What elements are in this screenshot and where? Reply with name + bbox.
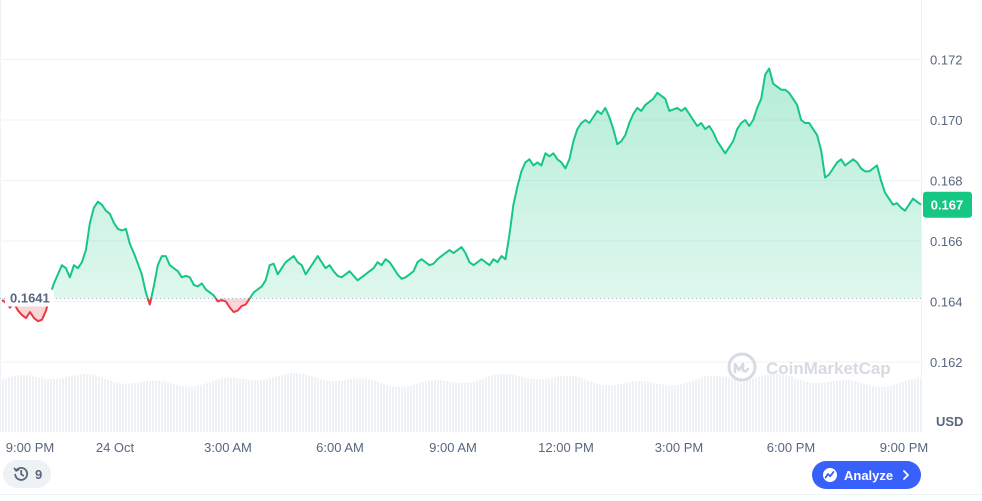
x-tick-label: 3:00 AM (204, 440, 252, 455)
y-tick-label: 0.170 (930, 113, 963, 128)
y-tick-label: 0.166 (930, 234, 963, 249)
x-tick-label: 3:00 PM (655, 440, 703, 455)
coinmarketcap-logo-icon (727, 352, 757, 382)
current-price-badge: 0.167 (923, 191, 972, 218)
left-border (0, 0, 1, 432)
x-tick-label: 9:00 PM (6, 440, 54, 455)
reference-price-label: 0.1641 (5, 289, 54, 307)
history-clock-icon (13, 466, 29, 481)
y-tick-label: 0.162 (930, 355, 963, 370)
analyze-label: Analyze (844, 467, 894, 483)
volume-bars (2, 373, 922, 432)
y-tick-label: 0.164 (930, 295, 963, 310)
chevron-right-icon (903, 470, 910, 480)
x-tick-label: 9:00 AM (429, 440, 477, 455)
right-border (921, 0, 922, 432)
y-axis: 0.172 0.170 0.168 0.166 0.164 0.162 (930, 53, 963, 371)
history-button[interactable]: 9 (3, 460, 51, 488)
x-tick-label: 9:00 PM (880, 440, 928, 455)
currency-label: USD (936, 414, 963, 429)
y-tick-label: 0.172 (930, 53, 963, 68)
price-area-down (2, 298, 921, 322)
x-tick-label: 24 Oct (96, 440, 135, 455)
price-line-up (48, 67, 922, 299)
y-tick-label: 0.168 (930, 174, 963, 189)
svg-text:0.1641: 0.1641 (10, 290, 50, 305)
x-tick-label: 6:00 AM (316, 440, 364, 455)
x-tick-label: 6:00 PM (767, 440, 815, 455)
history-count: 9 (35, 466, 43, 482)
bottom-divider (0, 494, 982, 495)
watermark-text: CoinMarketCap (766, 359, 891, 378)
analyze-button[interactable]: Analyze (812, 461, 921, 489)
analyze-chart-icon (823, 468, 837, 482)
svg-text:0.167: 0.167 (931, 198, 964, 213)
x-axis: 9:00 PM 24 Oct 3:00 AM 6:00 AM 9:00 AM 12:00 … (6, 440, 928, 455)
watermark: CoinMarketCap (727, 352, 891, 382)
grid (2, 59, 921, 363)
volume-bar (2, 373, 922, 432)
x-tick-label: 12:00 PM (538, 440, 594, 455)
